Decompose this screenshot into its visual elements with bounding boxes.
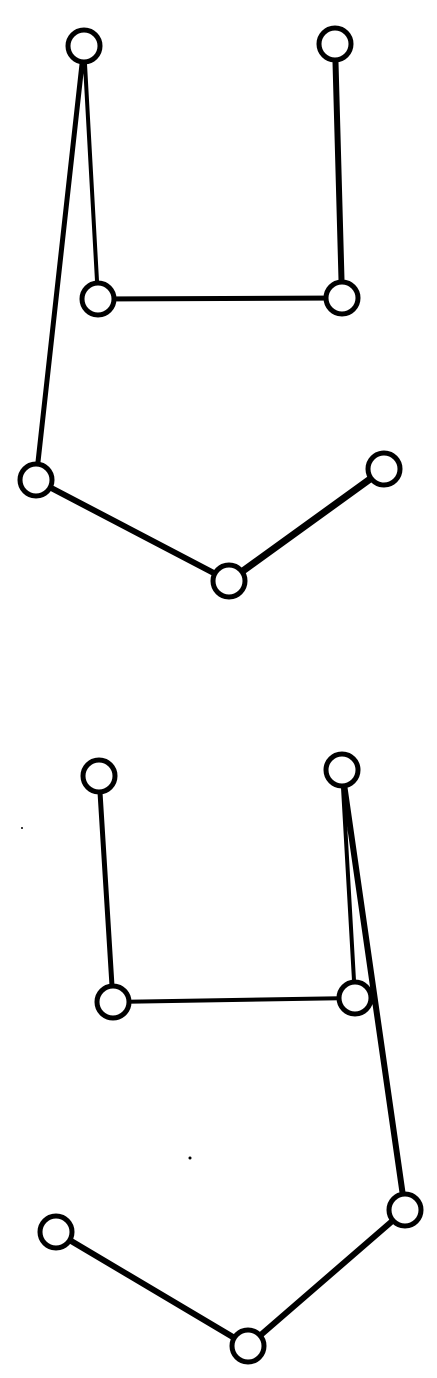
upper-graph-node-d bbox=[323, 279, 361, 317]
lower-graph-edge-c-d bbox=[111, 996, 357, 1004]
lower-graph-node-d bbox=[336, 979, 374, 1017]
upper-graph-edge-a-c bbox=[82, 44, 100, 301]
upper-graph-node-a bbox=[65, 27, 103, 65]
upper-graph-node-e bbox=[17, 461, 55, 499]
lower-graph-edge-b-d bbox=[340, 768, 357, 1000]
lower-graph-node-a bbox=[80, 757, 118, 795]
upper-graph-edge-b-d bbox=[332, 41, 345, 301]
lower-graph-node-c bbox=[94, 983, 132, 1021]
lower-graph-edge-e-f bbox=[245, 1207, 408, 1349]
upper-graph-edge-a-e bbox=[33, 43, 87, 483]
lower-graph bbox=[37, 751, 424, 1365]
lower-graph-node-g bbox=[37, 1213, 75, 1251]
upper-graph-edge-e-f bbox=[33, 477, 232, 584]
upper-graph-edge-f-g bbox=[225, 465, 388, 585]
upper-graph-node-c bbox=[79, 280, 117, 318]
lower-graph-node-b bbox=[323, 751, 361, 789]
lower-graph-node-e bbox=[386, 1191, 424, 1229]
upper-graph-edge-c-d bbox=[95, 295, 345, 302]
lower-graph-node-f bbox=[229, 1327, 267, 1365]
upper-graph bbox=[17, 25, 403, 600]
upper-graph-node-g bbox=[365, 450, 403, 488]
lower-graph-edge-b-e bbox=[339, 767, 408, 1213]
lower-graph-edge-a-c bbox=[96, 773, 116, 1005]
scan-speck bbox=[21, 827, 23, 829]
upper-graph-node-b bbox=[316, 25, 354, 63]
upper-graph-node-f bbox=[210, 562, 248, 600]
scan-speck bbox=[188, 1156, 192, 1160]
lower-graph-edge-f-g bbox=[53, 1229, 251, 1349]
